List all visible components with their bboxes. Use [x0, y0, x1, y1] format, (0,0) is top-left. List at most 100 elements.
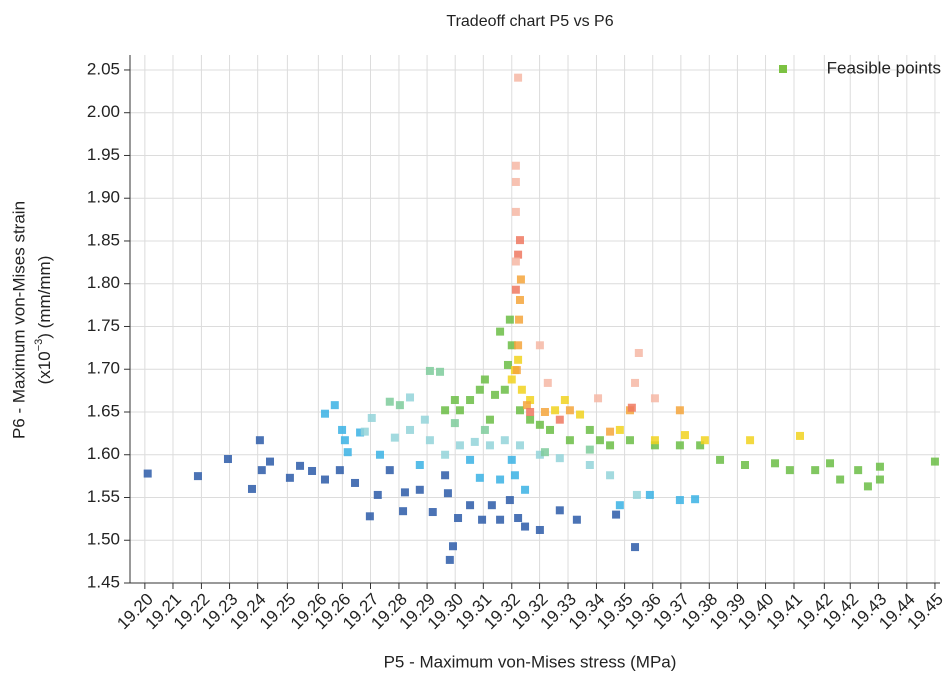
- data-point: [399, 507, 408, 516]
- data-point: [826, 459, 835, 468]
- data-point: [511, 161, 520, 170]
- data-point: [836, 475, 845, 484]
- data-point: [425, 366, 434, 375]
- data-point: [443, 489, 452, 498]
- data-point: [247, 484, 256, 493]
- data-point: [795, 431, 804, 440]
- data-point: [512, 366, 521, 375]
- data-point: [863, 482, 872, 491]
- data-point: [455, 406, 464, 415]
- y-tick-label: 1.95: [87, 145, 120, 164]
- data-point: [330, 401, 339, 410]
- data-point: [340, 436, 349, 445]
- y-tick-label: 1.50: [87, 530, 120, 549]
- data-point: [521, 522, 530, 531]
- y-unit-pre: (x10: [35, 351, 54, 384]
- data-point: [675, 441, 684, 450]
- y-tick-label: 1.65: [87, 401, 120, 420]
- data-point: [455, 441, 464, 450]
- data-point: [296, 461, 305, 470]
- data-point: [360, 427, 369, 436]
- data-point: [526, 415, 535, 424]
- data-point: [478, 515, 487, 524]
- data-point: [675, 406, 684, 415]
- data-point: [650, 436, 659, 445]
- data-point: [515, 236, 524, 245]
- data-point: [675, 496, 684, 505]
- data-point: [517, 385, 526, 394]
- data-point: [496, 327, 505, 336]
- data-point: [320, 409, 329, 418]
- data-point: [485, 415, 494, 424]
- y-unit-post: ) (mm/mm): [35, 256, 54, 339]
- data-point: [540, 407, 549, 416]
- data-point: [526, 396, 535, 405]
- data-point: [507, 455, 516, 464]
- data-point: [555, 506, 564, 515]
- data-point: [522, 401, 531, 410]
- data-point: [390, 433, 399, 442]
- y-tick-label: 1.60: [87, 444, 120, 463]
- y-tick-label: 1.80: [87, 273, 120, 292]
- data-point: [496, 515, 505, 524]
- data-point: [441, 471, 450, 480]
- data-point: [395, 401, 404, 410]
- data-point: [373, 490, 382, 499]
- data-point: [365, 512, 374, 521]
- data-point: [450, 419, 459, 428]
- data-point: [428, 508, 437, 517]
- data-point: [375, 450, 384, 459]
- data-point: [606, 427, 615, 436]
- data-point: [470, 437, 479, 446]
- data-point: [406, 425, 415, 434]
- data-point: [487, 501, 496, 510]
- data-point: [585, 425, 594, 434]
- data-point: [606, 471, 615, 480]
- data-point: [615, 501, 624, 510]
- data-point: [507, 341, 516, 350]
- data-point: [555, 415, 564, 424]
- data-point: [255, 436, 264, 445]
- data-point: [505, 496, 514, 505]
- data-point: [514, 250, 523, 259]
- data-point: [400, 488, 409, 497]
- data-point: [356, 428, 365, 437]
- data-point: [615, 425, 624, 434]
- data-point: [511, 207, 520, 216]
- data-point: [223, 455, 232, 464]
- data-point: [585, 461, 594, 470]
- data-point: [625, 436, 634, 445]
- data-point: [546, 425, 555, 434]
- data-point: [445, 555, 454, 564]
- y-tick-label: 1.75: [87, 316, 120, 335]
- data-point: [555, 454, 564, 463]
- data-point: [680, 431, 689, 440]
- data-point: [503, 360, 512, 369]
- data-point: [466, 455, 475, 464]
- y-tick-label: 1.90: [87, 188, 120, 207]
- data-point: [854, 466, 863, 475]
- data-point: [572, 515, 581, 524]
- data-point: [511, 285, 520, 294]
- data-point: [716, 455, 725, 464]
- data-point: [700, 436, 709, 445]
- data-point: [475, 473, 484, 482]
- data-point: [441, 450, 450, 459]
- data-point: [515, 295, 524, 304]
- data-point: [696, 441, 705, 450]
- data-point: [266, 457, 275, 466]
- data-point: [448, 542, 457, 551]
- data-point: [385, 466, 394, 475]
- data-point: [511, 257, 520, 266]
- data-point: [634, 348, 643, 357]
- data-point: [565, 406, 574, 415]
- data-point: [496, 475, 505, 484]
- data-point: [505, 315, 514, 324]
- data-point: [420, 415, 429, 424]
- data-point: [535, 420, 544, 429]
- legend-swatch: [779, 65, 787, 73]
- data-point: [338, 425, 347, 434]
- data-point: [875, 475, 884, 484]
- data-point: [500, 385, 509, 394]
